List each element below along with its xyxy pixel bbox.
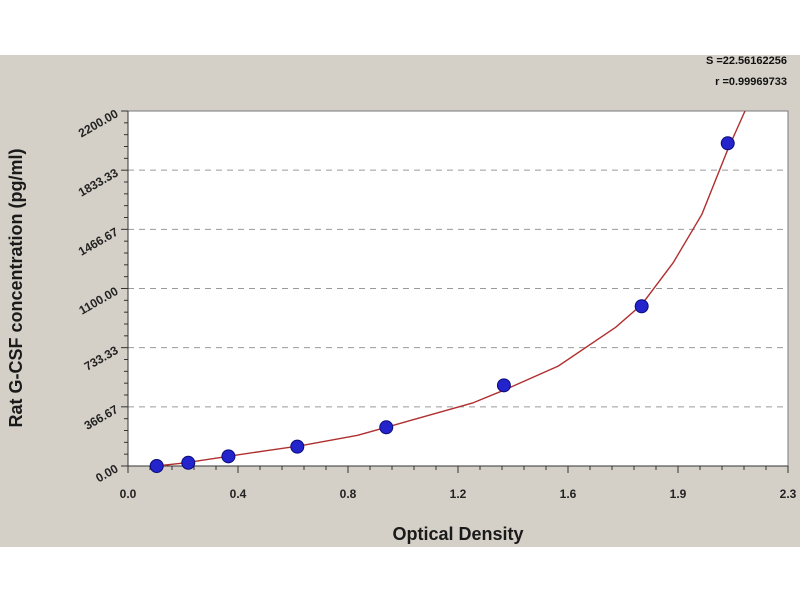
data-point xyxy=(496,378,511,393)
x-tick-label: 0.8 xyxy=(340,487,357,501)
fit-curve-group xyxy=(156,111,746,466)
x-tick-label: 1.6 xyxy=(560,487,577,501)
y-tick-labels: 0.00 366.67 733.33 1100.00 1466.67 1833.33 220… xyxy=(76,106,121,485)
y-tick-label: 733.33 xyxy=(82,343,121,374)
data-points xyxy=(149,136,735,473)
data-point xyxy=(379,420,394,435)
x-tick-label: 1.9 xyxy=(670,487,687,501)
y-tick-label: 1466.67 xyxy=(76,225,121,259)
grid-lines xyxy=(128,169,788,408)
y-tick-label: 2200.00 xyxy=(76,106,121,140)
x-tick-labels: 0.0 0.4 0.8 1.2 1.6 1.9 2.3 xyxy=(120,487,797,501)
y-tick-label: 366.67 xyxy=(82,402,121,433)
x-tick-label: 0.4 xyxy=(230,487,247,501)
x-axis-title: Optical Density xyxy=(392,524,523,544)
stat-r: r =0.99969733 xyxy=(715,76,787,88)
x-tick-label: 0.0 xyxy=(120,487,137,501)
y-tick-label: 1833.33 xyxy=(76,165,121,199)
data-point xyxy=(720,136,735,151)
data-point xyxy=(634,299,649,314)
y-tick-label: 0.00 xyxy=(93,461,121,485)
x-tick-label: 2.3 xyxy=(780,487,797,501)
data-point xyxy=(181,455,196,470)
data-point xyxy=(290,439,305,454)
fit-curve xyxy=(156,111,746,466)
y-axis-title: Rat G-CSF concentration (pg/ml) xyxy=(6,148,26,427)
x-tick-label: 1.2 xyxy=(450,487,467,501)
stat-s: S =22.56162256 xyxy=(706,55,787,67)
data-point xyxy=(149,459,164,473)
data-point xyxy=(221,449,236,464)
y-tick-label: 1100.00 xyxy=(77,284,121,318)
